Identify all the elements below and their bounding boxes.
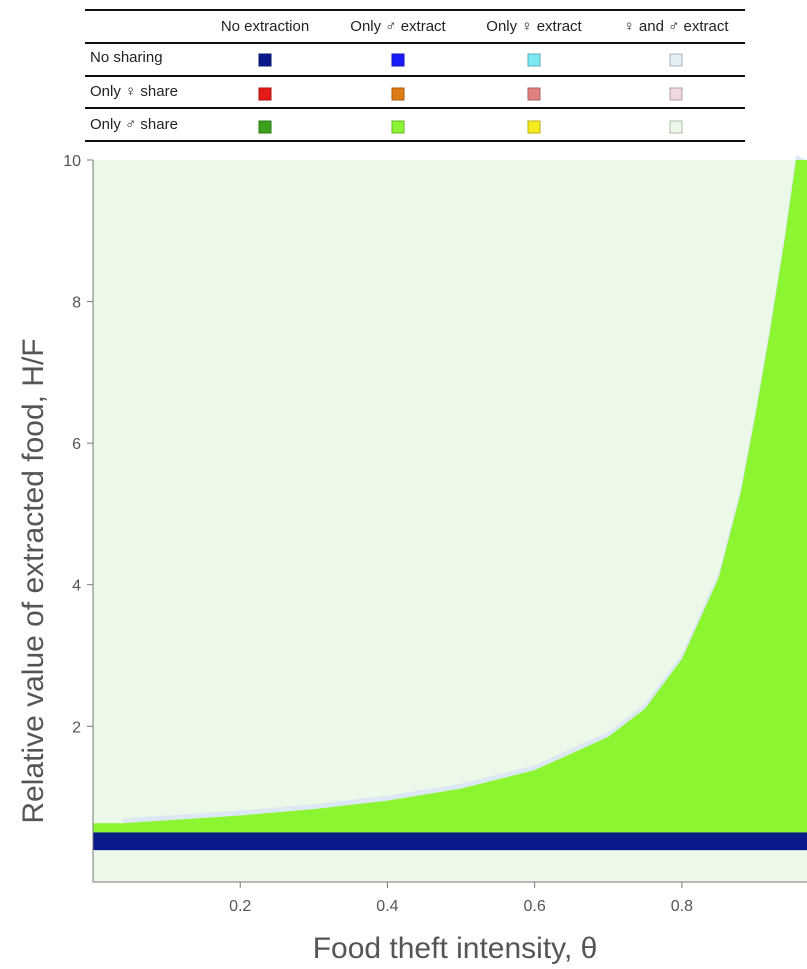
- x-tick-label: 0.8: [671, 898, 693, 915]
- x-axis-label: Food theft intensity, θ: [313, 932, 598, 965]
- legend-rule: [85, 107, 745, 109]
- y-tick-label: 2: [72, 719, 81, 736]
- legend-rule: [85, 42, 745, 44]
- legend-row-header: Only ♂ share: [90, 116, 178, 133]
- legend-swatch: [527, 53, 541, 67]
- y-axis-label: Relative value of extracted food, H/F: [17, 338, 50, 823]
- legend-column-header: ♀ and ♂ extract: [623, 18, 729, 35]
- legend-column-header: No extraction: [220, 18, 310, 35]
- y-tick-label: 4: [72, 578, 81, 595]
- legend-swatch: [669, 87, 683, 101]
- legend-swatch: [669, 120, 683, 134]
- region-only-male-share-male-extract: [93, 160, 807, 833]
- legend-swatch: [258, 53, 272, 67]
- legend-column-header: Only ♂ extract: [350, 18, 446, 35]
- legend-swatch: [258, 87, 272, 101]
- legend-rule: [85, 140, 745, 142]
- legend-table: No extraction Only ♂ extract Only ♀ extrac…: [0, 0, 807, 150]
- legend-column-header: Only ♀ extract: [486, 18, 582, 35]
- legend-swatch: [258, 120, 272, 134]
- legend-row-header: No sharing: [90, 49, 163, 66]
- x-tick-label: 0.6: [524, 898, 546, 915]
- legend-swatch: [391, 87, 405, 101]
- legend-swatch: [527, 120, 541, 134]
- legend-swatch: [391, 120, 405, 134]
- legend-rule: [85, 9, 745, 11]
- legend-rule: [85, 75, 745, 77]
- region-no-sharing-no-extraction: [93, 832, 807, 851]
- legend-swatch: [669, 53, 683, 67]
- legend-swatch: [391, 53, 405, 67]
- x-tick-label: 0.4: [376, 898, 398, 915]
- x-tick-label: 0.2: [229, 898, 251, 915]
- legend-row-header: Only ♀ share: [90, 83, 178, 100]
- y-tick-label: 10: [63, 153, 81, 170]
- y-tick-label: 6: [72, 436, 81, 453]
- y-tick-label: 8: [72, 295, 81, 312]
- heatmap-plot: 0.2 0.4 0.6 0.8 2 4 6 8 10 Food theft intensity, …: [17, 153, 807, 965]
- legend-swatch: [527, 87, 541, 101]
